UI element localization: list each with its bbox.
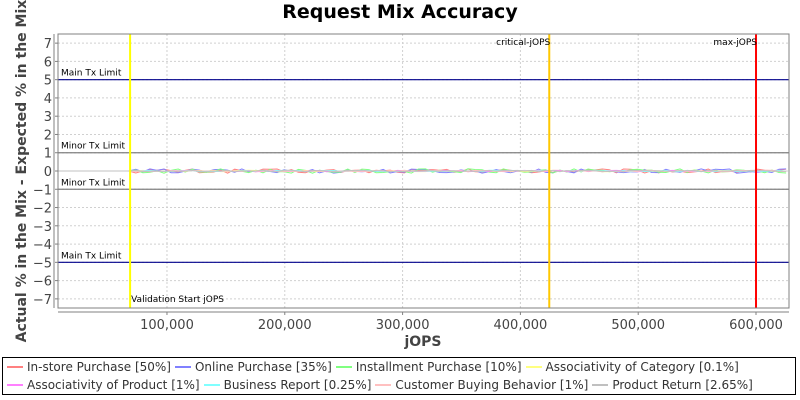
legend-item: Associativity of Category [0.1%] (525, 360, 739, 374)
x-tick-label: 200,000 (258, 318, 312, 333)
y-tick-label: 0 (44, 165, 52, 180)
legend-label: Customer Buying Behavior [1%] (395, 378, 589, 392)
limit-label: Minor Tx Limit (61, 142, 126, 152)
legend-swatch-icon (174, 365, 191, 368)
limit-label: Main Tx Limit (61, 251, 122, 261)
y-tick-label: 6 (44, 55, 52, 70)
y-axis-label: Actual % in the Mix - Expected % in the … (14, 0, 30, 342)
y-axis-ticks: 7 6 5 4 3 2 1 0 −1 −2 −3 −4 −5 −6 −7 (33, 34, 58, 308)
x-tick-label: 300,000 (376, 318, 430, 333)
legend-label: Installment Purchase [10%] (355, 360, 522, 374)
legend-item: Customer Buying Behavior [1%] (375, 378, 588, 392)
legend-label: Business Report [0.25%] (223, 378, 372, 392)
y-tick-label: 7 (44, 37, 52, 52)
x-axis-label: jOPS (403, 334, 441, 350)
legend-label: Associativity of Product [1%] (27, 378, 200, 392)
legend-swatch-icon (335, 365, 352, 368)
y-tick-label: −4 (33, 238, 52, 253)
y-tick-label: 4 (44, 92, 52, 107)
legend-item: Associativity of Product [1%] (7, 378, 200, 392)
legend-item: In-store Purchase [50%] (7, 360, 171, 374)
y-tick-label: 1 (44, 147, 52, 162)
legend-swatch-icon (7, 383, 23, 386)
y-tick-label: 2 (44, 128, 52, 143)
y-tick-label: −6 (33, 275, 52, 290)
y-tick-label: −7 (33, 293, 52, 308)
legend-swatch-icon (375, 383, 392, 386)
legend-swatch-icon (203, 383, 220, 386)
legend-swatch-icon (525, 365, 542, 368)
series-line (58, 168, 787, 174)
legend-swatch-icon (7, 365, 23, 368)
x-axis-ticks: 100,000 200,000 300,000 400,000 500,000 600,0… (58, 311, 789, 333)
vertical-jops-markers: Validation Start jOPS critical-jOPS max-jO… (129, 34, 757, 308)
legend-label: Online Purchase [35%] (194, 360, 332, 374)
legend-label: Product Return [2.65%] (612, 378, 753, 392)
jops-marker-label: critical-jOPS (496, 38, 550, 48)
series-line (58, 169, 787, 173)
y-tick-label: −1 (33, 183, 52, 198)
y-tick-label: 5 (44, 74, 52, 89)
jops-marker-label: max-jOPS (713, 38, 757, 48)
y-tick-label: −3 (33, 220, 52, 235)
legend-label: In-store Purchase [50%] (27, 360, 171, 374)
y-tick-label: −2 (33, 202, 52, 217)
x-tick-label: 400,000 (494, 318, 548, 333)
legend-row-1: In-store Purchase [50%] Online Purchase [… (7, 360, 743, 374)
limit-label: Main Tx Limit (61, 69, 122, 79)
chart-legend: In-store Purchase [50%] Online Purchase [… (2, 357, 796, 395)
legend-item: Business Report [0.25%] (203, 378, 372, 392)
chart-title: Request Mix Accuracy (282, 1, 518, 23)
validation-start-label: Validation Start jOPS (131, 295, 224, 305)
legend-row-2: Associativity of Product [1%] Business Re… (7, 378, 757, 392)
limit-label: Minor Tx Limit (61, 178, 126, 188)
data-series (58, 168, 787, 174)
y-tick-label: −5 (33, 256, 52, 271)
legend-item: Installment Purchase [10%] (335, 360, 522, 374)
legend-swatch-icon (592, 383, 609, 386)
chart-plot: Main Tx Limit Minor Tx Limit Minor Tx Limi… (14, 0, 790, 350)
legend-item: Product Return [2.65%] (592, 378, 753, 392)
legend-label: Associativity of Category [0.1%] (545, 360, 739, 374)
x-tick-label: 100,000 (140, 318, 194, 333)
horizontal-limit-markers: Main Tx Limit Minor Tx Limit Minor Tx Limi… (58, 69, 789, 263)
series-line (58, 168, 787, 174)
x-tick-label: 600,000 (729, 318, 783, 333)
y-tick-label: 3 (44, 110, 52, 125)
legend-item: Online Purchase [35%] (174, 360, 332, 374)
x-tick-label: 500,000 (611, 318, 665, 333)
